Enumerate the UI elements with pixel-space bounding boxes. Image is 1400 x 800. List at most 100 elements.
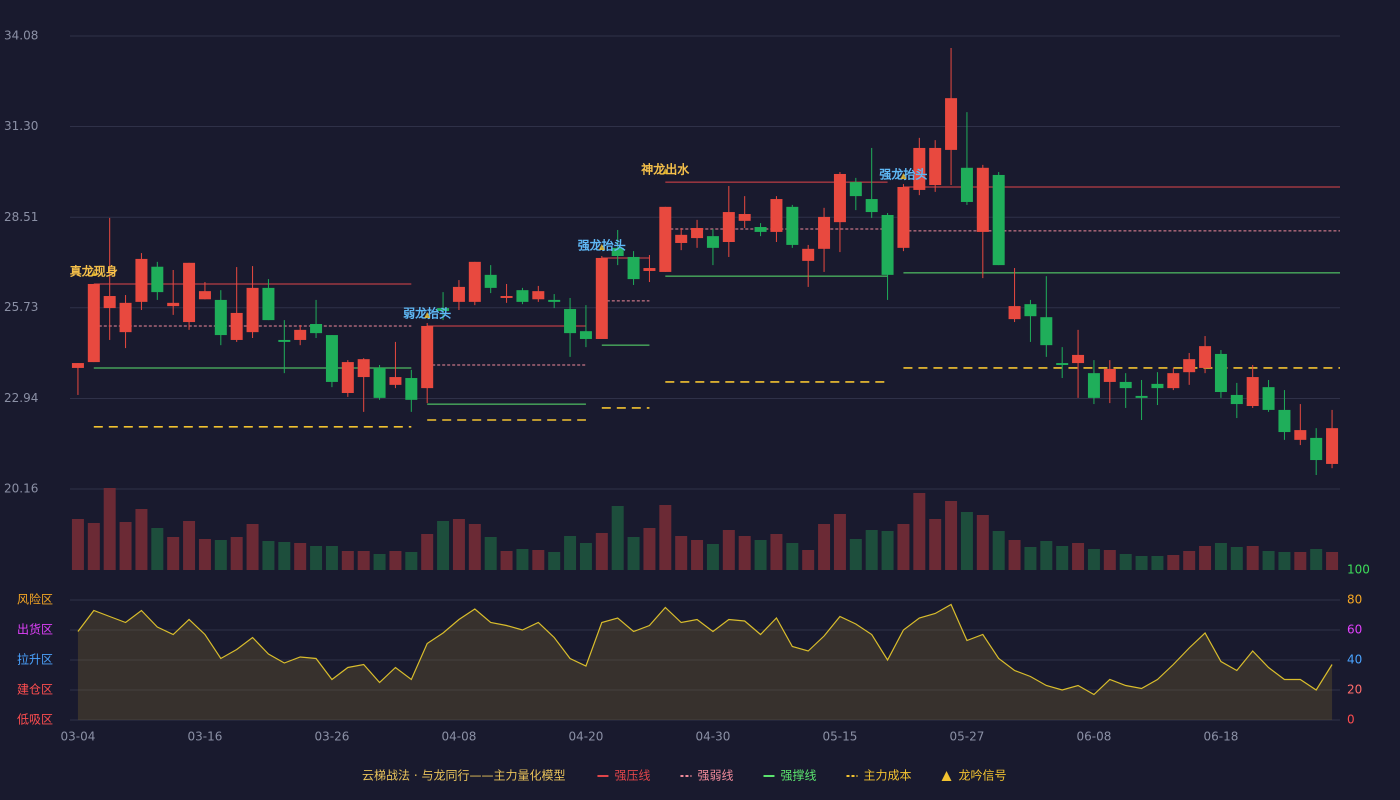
volume-bar [1072,543,1085,570]
signal-marker [598,243,605,250]
legend-label: 龙吟信号 [959,768,1007,783]
candle-body [1024,304,1037,317]
candle-body [1167,373,1180,389]
legend-label: 主力成本 [864,769,912,783]
x-tick-label: 04-08 [442,730,477,744]
candle-body [1087,373,1100,398]
candle-body [437,308,450,311]
volume-bar [230,537,243,570]
volume-bar [1199,546,1212,570]
volume-bar [1183,551,1196,570]
candle-body [881,214,894,275]
x-tick-label: 04-30 [696,730,731,744]
volume-bar [881,531,894,570]
volume-bar [484,537,497,570]
signal-marker [900,173,907,179]
volume-bar [691,540,704,570]
volume-bar [929,519,942,570]
oscillator-line [77,603,1333,696]
candle-body [119,302,132,333]
volume-bar [945,501,958,570]
volume-bar [564,536,577,570]
volume-bar [1103,550,1116,570]
candle-body [1230,394,1243,405]
candle-body [1262,387,1275,410]
volume-bar [1294,552,1307,570]
legend-label: 强压线 [614,769,650,783]
candle-body [945,98,958,150]
volume-bar [786,543,799,570]
y2-tick-label: 80 [1347,593,1362,607]
candle-body [643,268,656,271]
volume-bar [611,506,624,570]
volume-bar [1040,541,1053,570]
candle-body [691,228,704,239]
candle-body [1119,381,1132,389]
volume-bar [468,524,481,570]
volume-bar [103,488,116,570]
volume-bar [802,550,815,570]
y2-tick-label: 20 [1347,683,1362,697]
volume-bar [1310,549,1323,570]
candle-body [818,216,831,249]
zone-label: 风险区 [17,592,53,607]
volume-bar [770,534,783,570]
volume-bar [913,493,926,570]
candle-body [1199,346,1212,368]
candle-body [770,199,783,232]
candle-body [706,236,719,248]
candle-body [722,212,735,242]
candle-body [357,359,370,378]
volume-bar [1135,556,1148,570]
candle-body [1056,363,1069,366]
candle-body [103,296,116,309]
candle-body [1278,409,1291,433]
volume-bar [262,541,275,570]
volume-bar [706,544,719,570]
volume-bar [341,551,354,570]
zone-label: 拉升区 [17,652,53,667]
candle-body [405,378,418,400]
candle-body [151,266,164,293]
candle-body [564,309,577,334]
candle-body [183,262,196,323]
candle-body [738,214,751,221]
volume-bar [214,540,227,570]
candle-body [611,247,624,256]
signal-marker [90,269,97,276]
volume-bar [1214,543,1227,570]
volume-bar [1024,547,1037,570]
volume-bar [627,537,640,570]
candle-body [1040,317,1053,346]
volume-bar [310,546,323,570]
x-tick-label: 03-04 [61,730,96,744]
candle-body [960,167,973,202]
volume-bar [516,549,529,570]
volume-bar [357,551,370,570]
candle-body [484,274,497,288]
candle-body [341,362,354,393]
y2-tick-label: 0 [1347,713,1355,727]
y2-tick-label: 40 [1347,653,1362,667]
volume-bar [437,521,450,570]
candle-body [500,296,513,298]
volume-bar [421,534,434,570]
area-fill [77,604,1333,720]
candle-body [468,261,481,302]
candle-body [167,302,180,307]
candle-body [849,182,862,197]
volume-bar [1087,549,1100,570]
volume-bar [976,515,989,570]
volume-bar [1326,552,1339,570]
y-tick-label: 28.51 [4,210,38,224]
volume-bar [1008,540,1021,570]
candle-body [389,377,402,385]
candle-body [198,291,211,300]
candle-body [659,206,672,272]
volume-bar [865,530,878,570]
candle-body [294,329,307,340]
candle-body [913,147,926,190]
volume-bar [294,543,307,570]
